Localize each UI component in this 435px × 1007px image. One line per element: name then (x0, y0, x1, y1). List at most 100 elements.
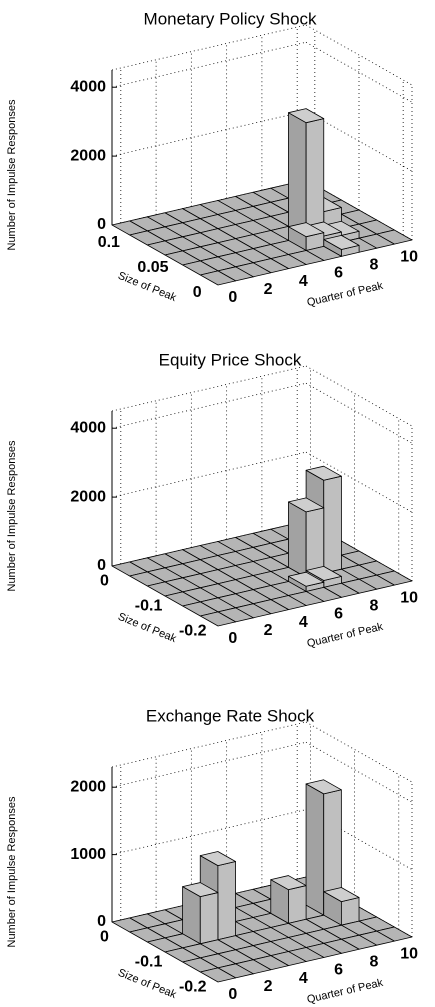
bar-front (323, 475, 342, 574)
bar (288, 108, 325, 237)
bar (288, 222, 325, 251)
bar (199, 611, 237, 627)
bar-side (288, 112, 307, 237)
y-axis-label: Size of Peak (116, 967, 178, 1001)
bar-side (305, 783, 325, 916)
bar-top (199, 611, 237, 627)
bar-top (199, 851, 236, 866)
box-edge (111, 365, 307, 412)
bar-top (199, 967, 237, 983)
z-tick-label: 1000 (70, 846, 106, 863)
x-axis-label: Quarter of Peak (306, 977, 385, 1006)
z-tick-label: 2000 (70, 488, 106, 505)
bar (323, 234, 360, 257)
bar-front (217, 861, 236, 941)
bar-top (288, 497, 325, 513)
y-tick-label: -0.2 (179, 979, 207, 996)
panel: Exchange Rate Shock 0 1000 2000 0 2 4 6 8 10 -0.2-… (6, 706, 418, 1006)
grid-line (305, 451, 413, 513)
x-tick-label: 8 (369, 256, 378, 273)
x-tick-label: 4 (299, 614, 308, 631)
bar-top (270, 875, 307, 891)
x-tick-label: 6 (334, 265, 343, 282)
chart-title: Equity Price Shock (159, 350, 302, 369)
x-axis-label: Quarter of Peak (306, 280, 385, 309)
grid-line (111, 110, 307, 157)
bar-top (288, 108, 325, 124)
y-tick-label: -0.1 (135, 598, 163, 615)
grid-line (111, 41, 307, 88)
z-axis-label: Number of Impulse Responses (6, 99, 18, 251)
z-tick-label: 4000 (70, 419, 106, 436)
x-tick-label: 4 (299, 273, 308, 290)
chart-title: Exchange Rate Shock (146, 706, 315, 725)
y-tick-label: -0.2 (179, 623, 207, 640)
bar (323, 887, 360, 926)
x-tick-label: 4 (299, 970, 308, 987)
bar-top (323, 887, 360, 902)
grid-line (111, 451, 307, 498)
bar (288, 497, 325, 578)
bar (288, 571, 325, 592)
box-edge (305, 365, 413, 427)
box-edge (305, 721, 413, 783)
chart-title: Monetary Policy Shock (144, 9, 317, 28)
x-tick-label: 6 (334, 606, 343, 623)
bar-front (305, 118, 325, 237)
bar-top (305, 779, 342, 795)
bar-top (323, 234, 360, 250)
x-tick-label: 10 (400, 945, 418, 962)
bar-top (305, 465, 342, 481)
grid-line (305, 41, 413, 103)
grid-line (305, 382, 413, 444)
z-tick-label: 0 (97, 216, 106, 233)
panel: Equity Price Shock 0 2000 4000 0 2 4 6 8 10 -0.2 -0… (6, 350, 418, 650)
z-axis-label: Number of Impulse Responses (6, 796, 18, 948)
y-tick-label: 0 (193, 284, 202, 301)
bar-front (199, 892, 219, 945)
bar-side (288, 501, 307, 578)
x-tick-label: 2 (264, 978, 273, 995)
x-tick-label: 0 (228, 289, 237, 306)
z-tick-label: 0 (97, 913, 106, 930)
z-tick-label: 2000 (70, 778, 106, 795)
y-tick-label: -0.1 (135, 954, 163, 971)
box-edge (111, 24, 307, 71)
bar (199, 967, 237, 983)
x-tick-label: 6 (334, 962, 343, 979)
x-tick-label: 2 (264, 622, 273, 639)
z-tick-label: 2000 (70, 147, 106, 164)
grid-line (111, 741, 307, 788)
z-tick-label: 4000 (70, 78, 106, 95)
x-tick-label: 0 (228, 630, 237, 647)
y-tick-label: 0 (100, 929, 109, 946)
x-tick-label: 8 (369, 597, 378, 614)
bar (182, 882, 219, 945)
x-tick-label: 0 (228, 986, 237, 1003)
x-tick-label: 10 (400, 248, 418, 265)
bar (199, 270, 237, 286)
bar-front (288, 885, 307, 924)
x-tick-label: 8 (369, 953, 378, 970)
y-tick-label: 0 (100, 573, 109, 590)
bar-top (199, 270, 237, 286)
y-tick-label: 0.05 (137, 259, 168, 276)
bar-front (340, 897, 360, 926)
grid-line (111, 382, 307, 429)
bar-top (305, 565, 342, 581)
bar-top (288, 571, 325, 587)
x-tick-label: 2 (264, 281, 273, 298)
z-axis-label: Number of Impulse Responses (6, 440, 18, 592)
y-tick-label: 0.1 (98, 234, 120, 251)
y-axis-label: Size of Peak (116, 611, 178, 645)
bar-top (288, 222, 325, 238)
grid-line (305, 741, 413, 803)
box-edge (111, 721, 307, 768)
box-edge (305, 24, 413, 86)
grid-line (111, 809, 307, 855)
x-axis-label: Quarter of Peak (306, 621, 385, 650)
bar-top (182, 882, 219, 898)
x-tick-label: 10 (400, 589, 418, 606)
